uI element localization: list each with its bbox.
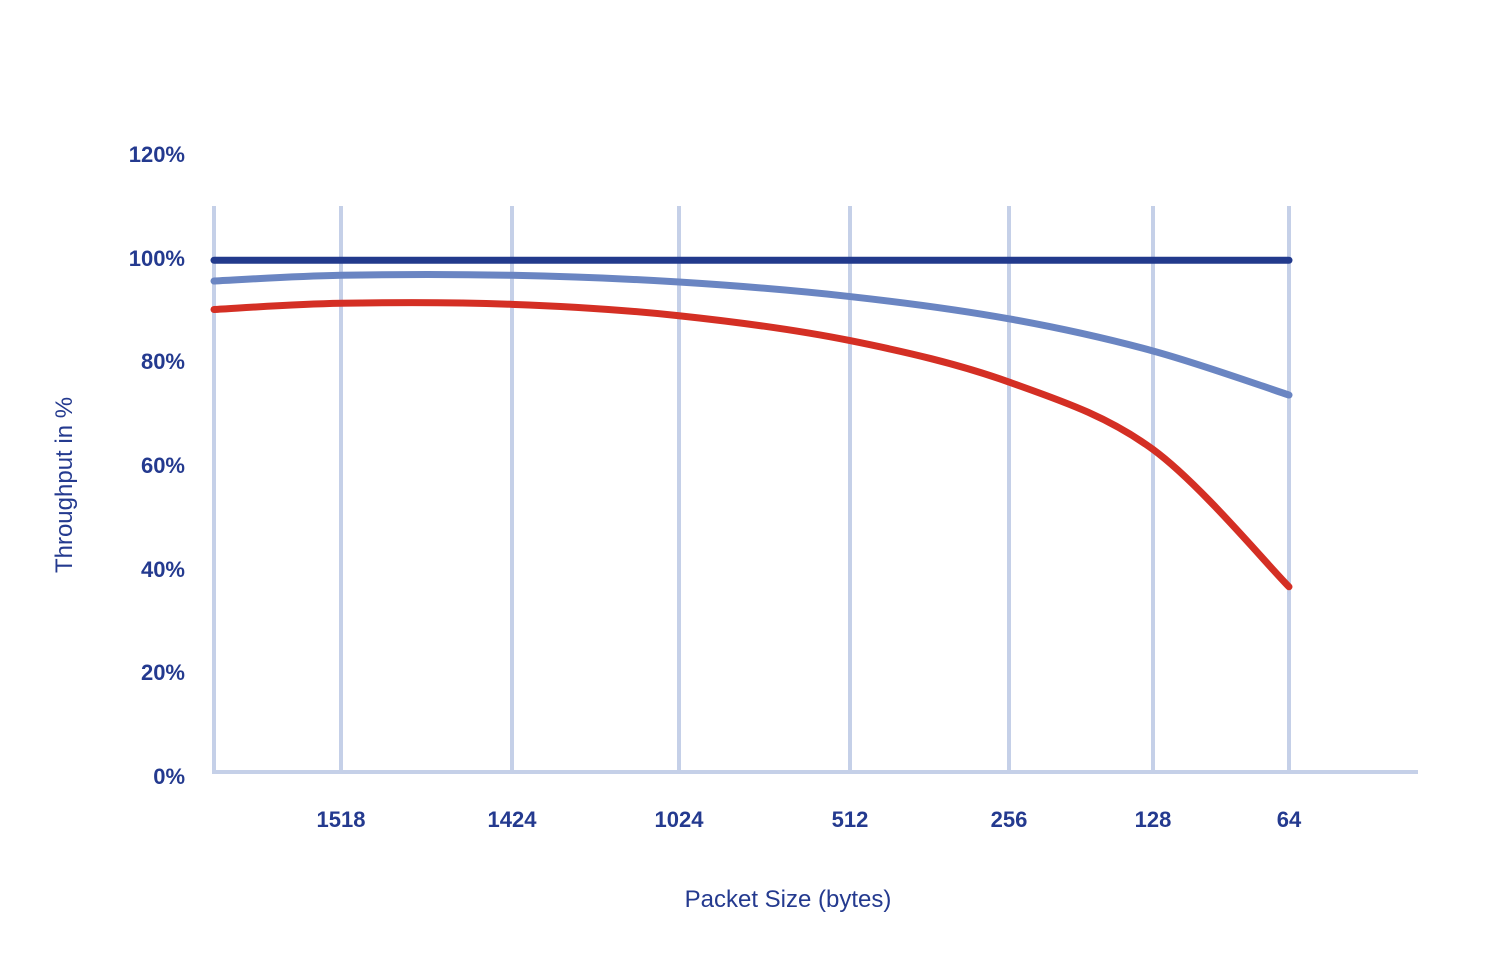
x-tick-label: 1424 <box>488 807 538 832</box>
x-tick-labels: 1518 1424 1024 512 256 128 64 <box>317 807 1302 832</box>
x-tick-label: 256 <box>991 807 1028 832</box>
y-tick-label: 60% <box>141 453 185 478</box>
x-axis-label: Packet Size (bytes) <box>685 886 892 913</box>
x-tick-label: 512 <box>832 807 869 832</box>
y-tick-label: 40% <box>141 557 185 582</box>
y-tick-labels: 0% 20% 40% 60% 80% 100% 120% <box>129 142 185 789</box>
x-tick-label: 128 <box>1135 807 1172 832</box>
series-lines <box>210 256 1293 591</box>
x-tick-label: 1024 <box>655 807 705 832</box>
y-tick-label: 80% <box>141 349 185 374</box>
y-tick-label: 100% <box>129 246 185 271</box>
y-tick-label: 20% <box>141 660 185 685</box>
series-line-3 <box>210 299 1293 591</box>
axes <box>212 206 1418 774</box>
x-tick-label: 64 <box>1277 807 1302 832</box>
vertical-grid <box>339 206 1291 772</box>
y-axis-label: Throughput in % <box>51 397 78 573</box>
series-line-2 <box>210 271 1293 399</box>
y-tick-label: 0% <box>153 764 185 789</box>
y-tick-label: 120% <box>129 142 185 167</box>
x-tick-label: 1518 <box>317 807 366 832</box>
